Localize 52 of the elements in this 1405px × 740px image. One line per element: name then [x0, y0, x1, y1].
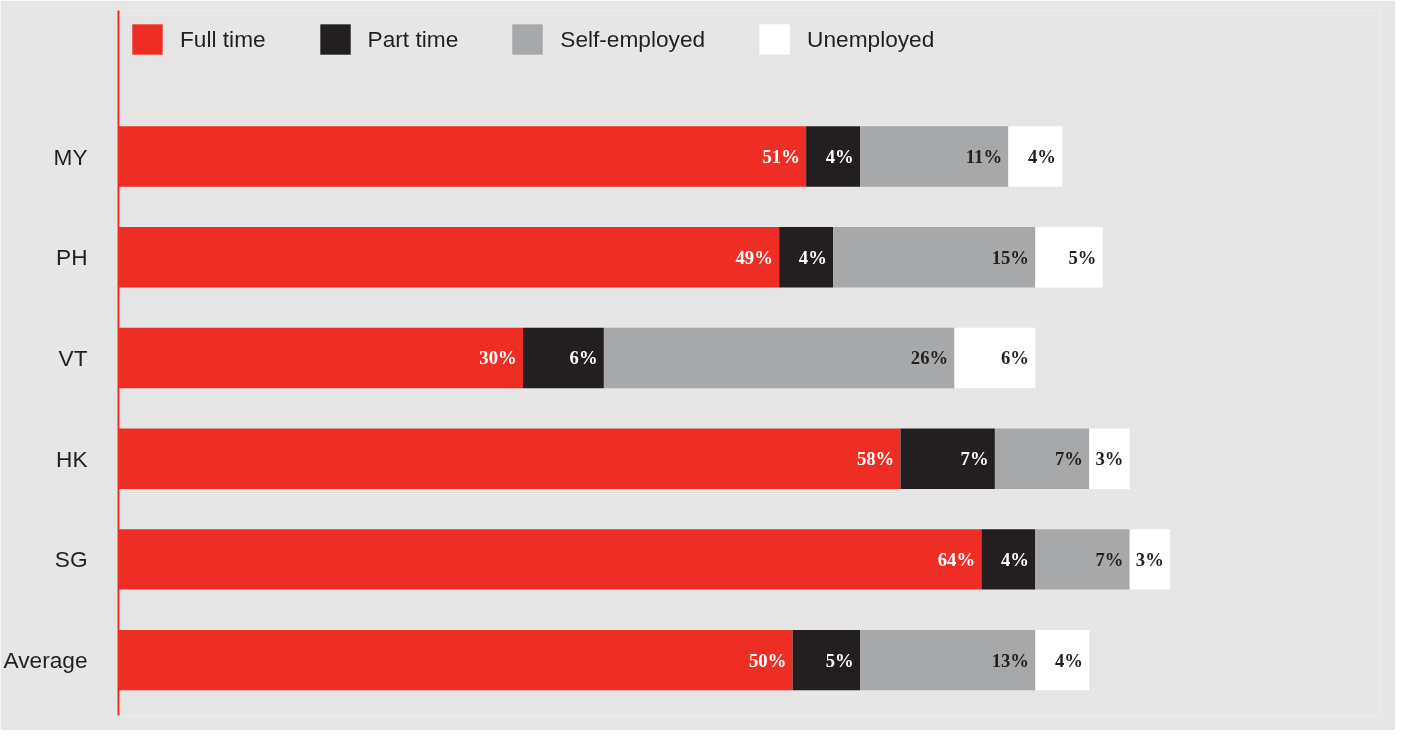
- data-label: 4%: [825, 146, 854, 168]
- data-label: 7%: [1054, 448, 1083, 470]
- data-label: 3%: [1095, 448, 1124, 470]
- bar: [1089, 428, 1130, 489]
- bar: [1129, 529, 1171, 590]
- data-label: 3%: [1135, 548, 1164, 570]
- data-label: 4%: [1028, 146, 1056, 168]
- bar: [981, 529, 1036, 590]
- bar: [1035, 629, 1090, 691]
- data-label: 5%: [825, 649, 854, 671]
- legend-label: Full time: [180, 25, 266, 53]
- data-label: 58%: [856, 448, 895, 470]
- y-tick-label: PH: [56, 244, 88, 271]
- data-label: 4%: [1001, 548, 1030, 570]
- y-tick-label: Average: [3, 647, 88, 674]
- data-label: 5%: [1068, 246, 1097, 268]
- data-label: 30%: [479, 347, 517, 369]
- data-label: 64%: [937, 548, 976, 570]
- data-label: 6%: [1001, 347, 1030, 369]
- bar: [833, 227, 1036, 288]
- y-tick-label: MY: [53, 143, 88, 170]
- bar: [1035, 227, 1103, 288]
- bar: [522, 327, 604, 389]
- bar: [994, 428, 1090, 489]
- data-label: 26%: [910, 347, 949, 369]
- bar: [860, 126, 1009, 187]
- data-label: 15%: [991, 246, 1030, 268]
- bar: [603, 327, 955, 389]
- data-label: 6%: [569, 347, 598, 369]
- data-label: 13%: [991, 649, 1030, 671]
- data-label: 50%: [749, 649, 787, 671]
- y-tick-label: HK: [56, 445, 88, 472]
- y-tick-label: VT: [58, 344, 88, 371]
- data-label: 7%: [1095, 548, 1124, 570]
- y-tick-label: SG: [54, 546, 88, 573]
- bar: [1008, 126, 1063, 187]
- data-label: 51%: [762, 146, 800, 168]
- legend-label: Unemployed: [807, 25, 935, 53]
- data-label: 7%: [960, 448, 989, 470]
- bar: [860, 629, 1036, 691]
- data-label: 49%: [735, 246, 773, 268]
- legend-label: Self-employed: [560, 25, 706, 53]
- legend-label: Part time: [367, 25, 459, 53]
- data-label: 4%: [1054, 649, 1083, 671]
- data-label: 4%: [798, 246, 827, 268]
- bar: [806, 126, 861, 187]
- bar: [954, 327, 1036, 389]
- bar: [779, 227, 834, 288]
- bar: [792, 629, 861, 691]
- bar: [1035, 529, 1130, 590]
- bar: [900, 428, 995, 489]
- data-label: 11%: [965, 146, 1003, 168]
